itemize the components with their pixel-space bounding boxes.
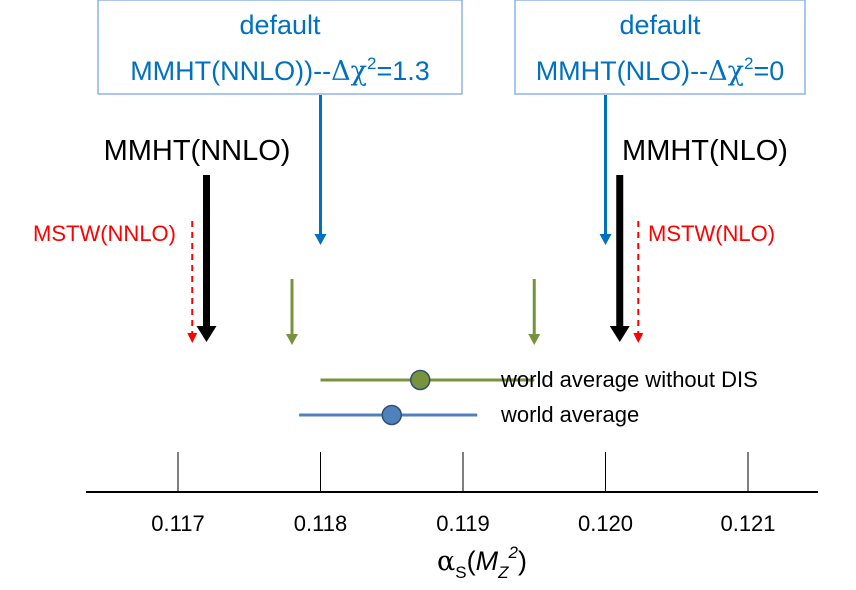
delta-symbol: Δ — [708, 56, 728, 87]
label-mstw-nlo: MSTW(NLO) — [648, 221, 775, 246]
annotation-box-nnlo-prefix: MMHT(NNLO))-- — [130, 56, 331, 86]
point-world-average: world average — [299, 402, 639, 427]
arrow-mmht-nnlo — [196, 175, 217, 342]
marker-world-average-without-dis — [410, 369, 431, 391]
arrow-mstw-nlo-head — [633, 333, 644, 343]
delta-chi-value: =1.3 — [376, 56, 429, 86]
annotation-box-default-nlo: default MMHT(NLO)--Δχ2=0 — [514, 0, 806, 95]
arrow-mmht-nlo — [609, 175, 630, 342]
chi-square-superscript: 2 — [744, 54, 753, 73]
label-world-average-without-dis: world average without DIS — [500, 367, 758, 392]
arrow-default-nlo-head — [599, 234, 612, 245]
label-mstw-nnlo: MSTW(NNLO) — [33, 221, 176, 246]
x-tick-label: 0.120 — [578, 511, 633, 536]
arrow-mstw-nnlo-head — [187, 333, 198, 343]
x-axis-label-var-sup: 2 — [508, 543, 519, 562]
annotation-box-nlo-line1: default — [619, 10, 701, 40]
annotation-box-default-nnlo: default MMHT(NNLO))--Δχ2=1.3 — [97, 0, 463, 95]
arrow-wa-no-dis-low-head — [286, 334, 298, 345]
x-tick-label: 0.117 — [151, 511, 204, 536]
x-tick-label: 0.118 — [294, 511, 347, 536]
annotation-box-nnlo-line1: default — [239, 10, 321, 40]
arrow-mmht-nnlo-head — [196, 326, 217, 342]
x-axis-label-paren-close: ) — [518, 546, 527, 576]
annotation-box-nlo-prefix: MMHT(NLO)-- — [536, 56, 708, 86]
arrow-mmht-nlo-head — [609, 326, 630, 342]
label-mmht-nnlo: MMHT(NNLO) — [104, 135, 291, 167]
x-axis-label-var-sub: Z — [497, 563, 509, 582]
arrows-layer — [187, 95, 644, 345]
x-ticks: 0.117 0.118 0.119 0.120 0.121 — [151, 452, 776, 536]
chi-symbol: χ — [728, 56, 744, 87]
marker-world-average — [381, 404, 402, 426]
annotation-box-nnlo-line2: MMHT(NNLO))--Δχ2=1.3 — [130, 54, 430, 87]
x-axis-label-alpha-sub: S — [455, 563, 466, 582]
x-tick-label: 0.121 — [720, 511, 775, 536]
x-axis-label-alpha: α — [437, 546, 455, 577]
annotation-box-nnlo-frame — [97, 0, 463, 95]
arrow-mstw-nlo — [633, 221, 644, 343]
arrow-default-nnlo-head — [314, 234, 327, 245]
delta-symbol: Δ — [331, 56, 351, 87]
point-world-average-without-dis: world average without DIS — [320, 367, 758, 392]
arrow-wa-no-dis-high — [528, 279, 541, 345]
arrow-default-nnlo — [314, 95, 327, 245]
arrow-wa-no-dis-low — [286, 279, 298, 345]
arrow-mstw-nnlo — [187, 221, 198, 343]
label-mmht-nlo: MMHT(NLO) — [622, 135, 788, 167]
x-axis-label: αS(MZ2) — [437, 543, 527, 582]
x-axis-label-paren-open: ( — [467, 546, 476, 576]
chi-symbol: χ — [351, 56, 367, 87]
arrow-wa-no-dis-high-head — [528, 334, 541, 345]
delta-chi-value: =0 — [754, 56, 785, 86]
annotation-box-nlo-frame — [514, 0, 806, 95]
x-axis: 0.117 0.118 0.119 0.120 0.121 — [86, 452, 818, 536]
arrow-default-nlo — [599, 95, 612, 245]
label-world-average: world average — [500, 402, 639, 427]
chi-square-superscript: 2 — [367, 54, 376, 73]
x-tick-label: 0.119 — [436, 511, 489, 536]
annotation-box-nlo-line2: MMHT(NLO)--Δχ2=0 — [536, 54, 785, 87]
x-axis-label-var: M — [476, 546, 499, 576]
